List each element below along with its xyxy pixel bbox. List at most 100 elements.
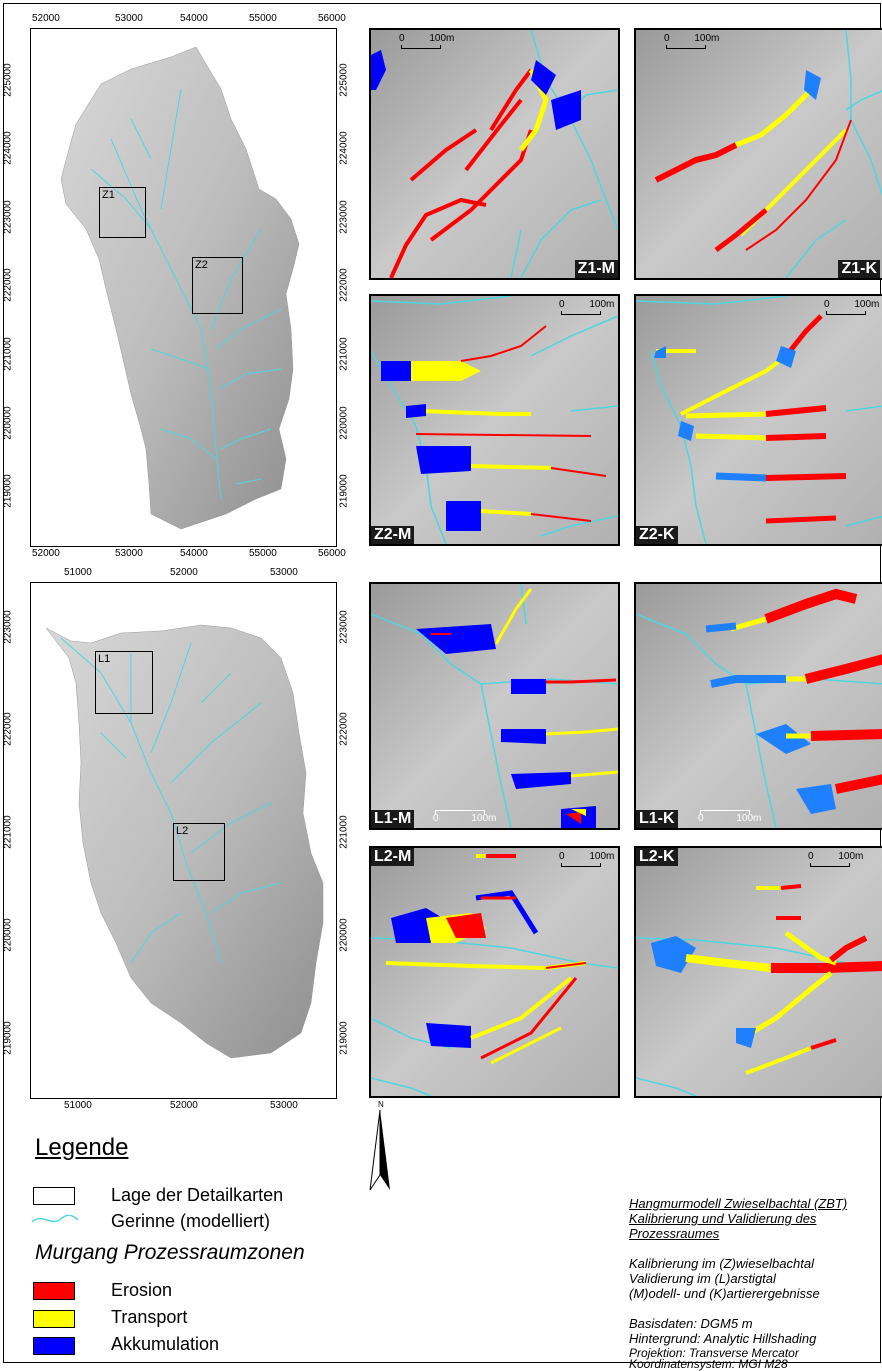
scale-zero: 0 — [698, 813, 704, 824]
y-tick: 220000 — [2, 918, 14, 952]
legend-zone: Akkumulation — [111, 1334, 220, 1354]
transport-swatch — [33, 1310, 75, 1328]
panel-relief — [636, 584, 882, 828]
scale-label: 100m — [854, 299, 880, 310]
y-tick: 219000 — [338, 1021, 350, 1055]
y-tick: 225000 — [2, 63, 14, 97]
panel-z1-mapped[interactable]: 0 100m Z1-K — [634, 28, 882, 280]
scale-label: 100m — [429, 33, 455, 44]
scale-zero: 0 — [824, 299, 830, 310]
y-tick: 221000 — [2, 337, 14, 371]
erosion-swatch — [33, 1282, 75, 1300]
y-tick: 223000 — [338, 610, 350, 644]
scale-bar: 0 100m — [824, 299, 880, 315]
detail-box-l1[interactable]: L1 — [95, 651, 153, 714]
panel-l2-mapped[interactable]: 0 100m L2-K — [634, 846, 882, 1098]
x-tick: 53000 — [270, 567, 298, 578]
detail-box-z2[interactable]: Z2 — [192, 257, 243, 314]
x-tick: 53000 — [270, 1100, 298, 1111]
scale-bar: 0 100m — [559, 299, 615, 315]
panel-relief — [636, 848, 882, 1096]
y-tick: 220000 — [2, 406, 14, 440]
x-tick: 54000 — [180, 13, 208, 24]
panel-z2-model[interactable]: 0 100m Z2-M — [369, 294, 620, 546]
catchment-relief — [45, 624, 324, 1059]
panel-l1-model[interactable]: 0 100m L1-M — [369, 582, 620, 830]
info-desc-line: Validierung im (L)arstigtal — [629, 1271, 776, 1286]
scale-label: 100m — [589, 851, 615, 862]
panel-z2-mapped[interactable]: 0 100m Z2-K — [634, 294, 882, 546]
legend-title: Legende — [35, 1134, 129, 1161]
detail-box-z1[interactable]: Z1 — [99, 187, 146, 238]
y-tick: 225000 — [338, 63, 350, 97]
detail-box-label: L1 — [98, 653, 111, 665]
detail-box-l2[interactable]: L2 — [173, 823, 225, 881]
detail-box-label: L2 — [176, 825, 189, 837]
panel-z1-model[interactable]: 0 100m Z1-M — [369, 28, 620, 280]
legend-item: Lage der Detailkarten — [111, 1185, 284, 1205]
scale-bar: 0 100m — [808, 851, 864, 867]
x-tick: 54000 — [180, 548, 208, 559]
panel-label: L2-M — [371, 848, 415, 866]
detail-box-label: Z1 — [102, 189, 115, 201]
scale-bar: 0 100m — [664, 33, 720, 49]
panel-relief — [636, 30, 882, 278]
scale-bar: 0 100m — [559, 851, 615, 867]
scale-label: 100m — [736, 813, 762, 824]
y-tick: 223000 — [2, 200, 14, 234]
detail-box-swatch — [33, 1187, 75, 1205]
legend-zone: Erosion — [111, 1280, 173, 1300]
y-tick: 222000 — [2, 712, 14, 746]
info-data-line: Koordinatensystem: MGI M28 — [629, 1357, 788, 1371]
scale-zero: 0 — [808, 851, 814, 862]
y-tick: 219000 — [338, 474, 350, 508]
scale-zero: 0 — [664, 33, 670, 44]
info-title-line: Hangmurmodell Zwieselbachtal (ZBT) — [629, 1196, 848, 1211]
panel-relief — [371, 30, 618, 278]
north-label: N — [378, 1100, 384, 1109]
panel-relief — [371, 296, 618, 544]
overview-map-larstig: L1 L2 — [30, 582, 337, 1099]
panel-label: Z2-K — [636, 526, 678, 544]
y-tick: 219000 — [2, 1021, 14, 1055]
scale-bar: 0 100m — [698, 810, 762, 824]
y-tick: 222000 — [2, 268, 14, 302]
x-tick: 53000 — [115, 13, 143, 24]
legend-zones-title: Murgang Prozessraumzonen — [35, 1241, 305, 1264]
scale-zero: 0 — [559, 299, 565, 310]
panel-relief — [371, 584, 618, 828]
scale-label: 100m — [694, 33, 720, 44]
y-tick: 222000 — [338, 712, 350, 746]
overview-map-zwieselbach: Z1 Z2 — [30, 28, 337, 547]
y-tick: 223000 — [2, 610, 14, 644]
x-tick: 56000 — [318, 548, 346, 559]
x-tick: 52000 — [170, 567, 198, 578]
panel-label: L2-K — [636, 848, 678, 866]
info-title-line: Kalibrierung und Validierung des — [629, 1211, 817, 1226]
panel-l1-mapped[interactable]: 0 100m L1-K — [634, 582, 882, 830]
north-arrow-icon — [369, 1110, 390, 1190]
scale-label: 100m — [589, 299, 615, 310]
x-tick: 52000 — [170, 1100, 198, 1111]
scale-zero: 0 — [433, 813, 439, 824]
y-tick: 219000 — [2, 474, 14, 508]
x-tick: 52000 — [32, 548, 60, 559]
catchment-relief — [60, 46, 300, 530]
scale-zero: 0 — [559, 851, 565, 862]
y-tick: 221000 — [338, 337, 350, 371]
info-title-line: Prozessraumes — [629, 1226, 720, 1241]
panel-l2-model[interactable]: 0 100m L2-M — [369, 846, 620, 1098]
panel-relief — [371, 848, 618, 1096]
scale-label: 100m — [838, 851, 864, 862]
y-tick: 221000 — [338, 815, 350, 849]
x-tick: 53000 — [115, 548, 143, 559]
x-tick: 51000 — [64, 1100, 92, 1111]
x-tick: 55000 — [249, 13, 277, 24]
y-tick: 224000 — [2, 131, 14, 165]
x-tick: 56000 — [318, 13, 346, 24]
info-data-line: Basisdaten: DGM5 m — [629, 1316, 753, 1331]
info-data-line: Hintergrund: Analytic Hillshading — [629, 1331, 817, 1346]
y-tick: 224000 — [338, 131, 350, 165]
scale-bar: 0 100m — [399, 33, 455, 49]
scale-bar: 0 100m — [433, 810, 496, 824]
